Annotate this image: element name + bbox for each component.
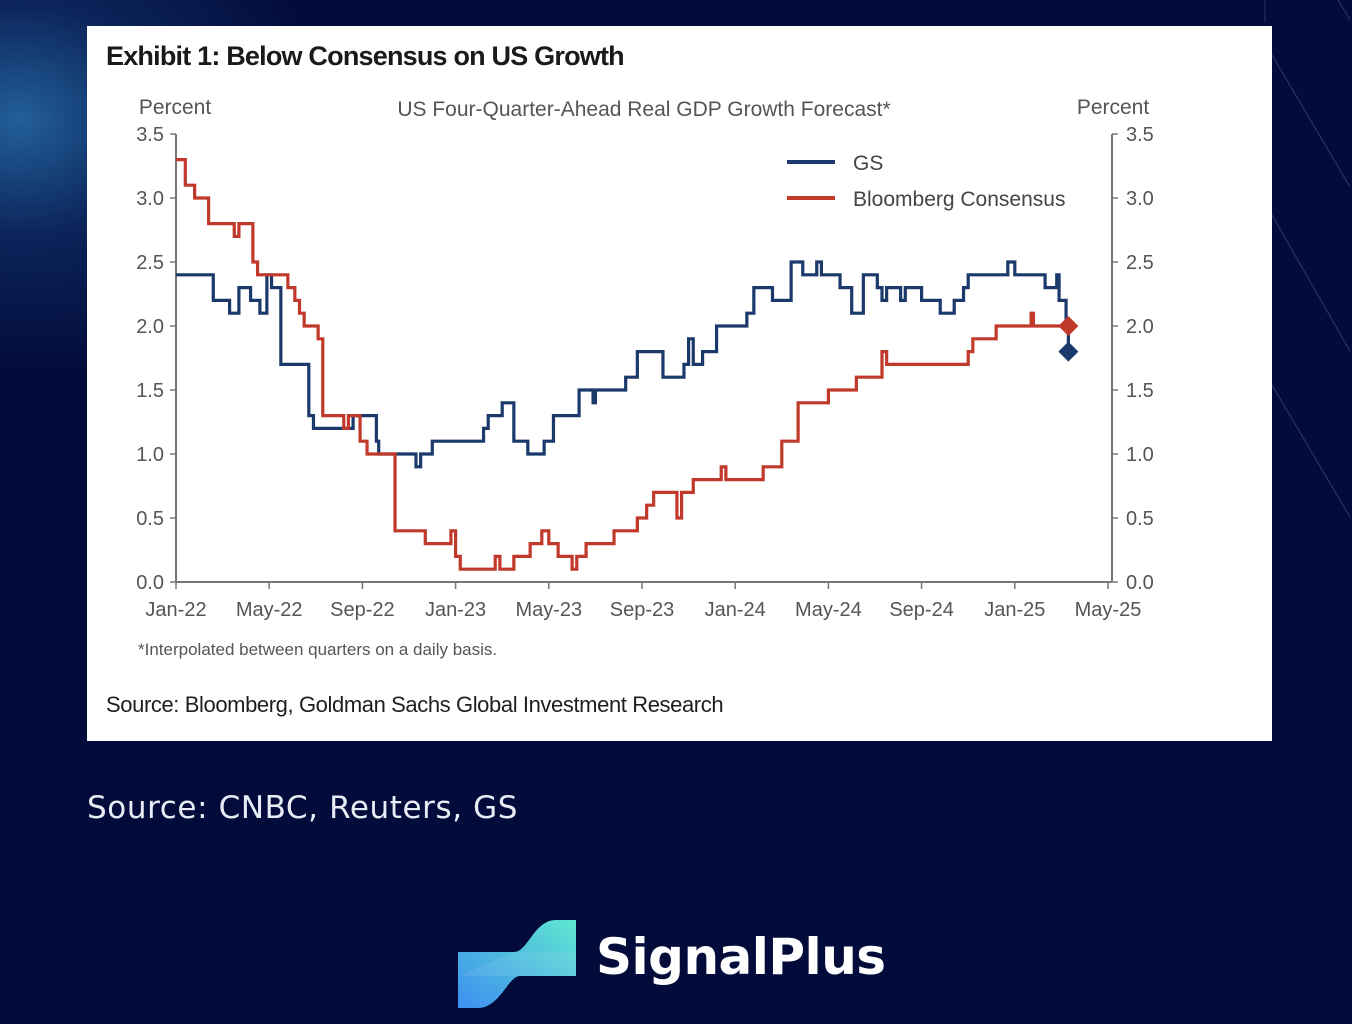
y-tick-label-left: 2.5 — [136, 252, 164, 274]
x-tick-label: May-22 — [236, 599, 303, 621]
chart-title: US Four-Quarter-Ahead Real GDP Growth Fo… — [397, 98, 890, 121]
y-axis-label-left: Percent — [139, 96, 212, 119]
legend-label-bloomberg-consensus: Bloomberg Consensus — [853, 188, 1065, 211]
x-tick-label: Jan-25 — [984, 599, 1045, 621]
x-tick-label: Sep-22 — [330, 599, 395, 621]
series-line-gs — [176, 260, 1070, 469]
outer-source: Source: CNBC, Reuters, GS — [87, 790, 519, 826]
series-line-bloomberg-consensus — [176, 158, 1069, 571]
y-tick-label-left: 1.5 — [136, 380, 164, 402]
x-tick-label: Sep-24 — [889, 599, 954, 621]
exhibit-card: Exhibit 1: Below Consensus on US Growth … — [87, 26, 1272, 741]
brand-name: SignalPlus — [596, 928, 886, 986]
y-tick-label-left: 0.5 — [136, 508, 164, 530]
end-marker-bloomberg-consensus — [1058, 316, 1079, 336]
end-marker-gs — [1058, 341, 1079, 362]
x-tick-label: May-24 — [795, 599, 862, 621]
y-tick-label-right: 3.0 — [1126, 188, 1154, 210]
y-tick-label-left: 0.0 — [136, 572, 164, 594]
y-axis-label-right: Percent — [1077, 96, 1150, 119]
chart-footnote: *Interpolated between quarters on a dail… — [138, 640, 497, 659]
x-tick-label: Jan-23 — [425, 599, 486, 621]
y-tick-label-right: 2.0 — [1126, 316, 1154, 338]
exhibit-source: Source: Bloomberg, Goldman Sachs Global … — [106, 692, 724, 717]
y-tick-label-right: 2.5 — [1126, 252, 1154, 274]
y-tick-label-left: 3.0 — [136, 188, 164, 210]
x-tick-label: Sep-23 — [610, 599, 675, 621]
y-tick-label-right: 3.5 — [1126, 124, 1154, 146]
exhibit-title: Exhibit 1: Below Consensus on US Growth — [106, 41, 625, 71]
y-tick-label-right: 1.0 — [1126, 444, 1154, 466]
y-tick-label-left: 2.0 — [136, 316, 164, 338]
x-tick-label: May-25 — [1075, 599, 1142, 621]
background-lines — [1264, 0, 1350, 518]
y-tick-label-left: 3.5 — [136, 124, 164, 146]
y-tick-label-right: 0.0 — [1126, 572, 1154, 594]
x-tick-label: Jan-24 — [705, 599, 766, 621]
legend-label-gs: GS — [853, 152, 883, 175]
gdp-forecast-chart: 0.0 0.0 0.5 0.5 1.0 1.0 1.5 1.5 2.0 2.0 2.5 2.5 3.0 3… — [136, 96, 1154, 659]
signalplus-logo-icon — [458, 920, 576, 1008]
y-tick-label-left: 1.0 — [136, 444, 164, 466]
x-tick-label: May-23 — [515, 599, 582, 621]
x-tick-label: Jan-22 — [145, 599, 206, 621]
brand-logo: SignalPlus — [456, 918, 916, 1013]
y-tick-label-right: 0.5 — [1126, 508, 1154, 530]
y-tick-label-right: 1.5 — [1126, 380, 1154, 402]
